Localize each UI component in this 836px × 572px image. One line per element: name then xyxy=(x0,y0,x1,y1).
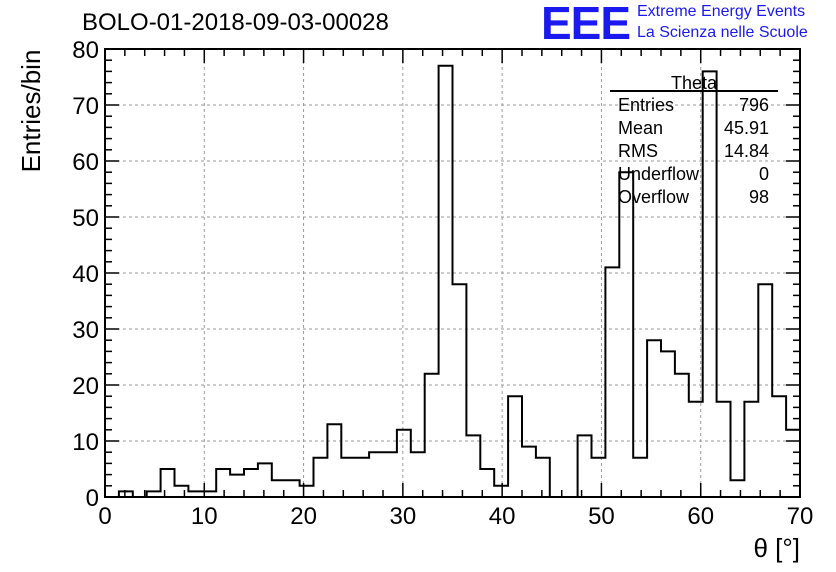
histogram-outline xyxy=(105,64,801,498)
tick-labels: 0 10 20 30 40 50 60 70 0 10 20 30 40 50 60 70 80 xyxy=(72,37,813,530)
x-tick-label: 0 xyxy=(98,503,111,530)
x-tick-label: 30 xyxy=(390,503,417,530)
histogram-title: BOLO-01-2018-09-03-00028 xyxy=(82,9,389,36)
stats-row-value: 14.84 xyxy=(724,141,769,161)
stats-row-label: Underflow xyxy=(618,164,700,184)
logo-line-2: La Scienza nelle Scuole xyxy=(637,24,808,41)
x-tick-label: 10 xyxy=(191,503,218,530)
stats-row-label: RMS xyxy=(618,141,658,161)
stats-row-label: Mean xyxy=(618,118,663,138)
y-tick-label: 10 xyxy=(72,429,99,456)
stats-row-value: 796 xyxy=(739,95,769,115)
y-axis-label: Entries/bin xyxy=(16,50,46,173)
logo-line-1: Extreme Energy Events xyxy=(637,3,806,20)
y-tick-label: 0 xyxy=(86,485,99,512)
eee-logo: EEE xyxy=(541,0,631,49)
y-tick-label: 40 xyxy=(72,261,99,288)
x-tick-label: 60 xyxy=(687,503,714,530)
stats-row-value: 0 xyxy=(759,164,769,184)
y-tick-label: 20 xyxy=(72,373,99,400)
y-tick-label: 70 xyxy=(72,93,99,120)
x-tick-label: 20 xyxy=(290,503,317,530)
axis-ticks xyxy=(104,48,801,498)
x-axis-label: θ [°] xyxy=(753,533,800,563)
grid-layer xyxy=(105,49,800,497)
stats-title: Theta xyxy=(671,73,718,93)
y-tick-label: 80 xyxy=(72,37,99,64)
y-tick-label: 60 xyxy=(72,149,99,176)
x-tick-label: 70 xyxy=(787,503,814,530)
x-tick-label: 40 xyxy=(489,503,516,530)
stats-row-value: 45.91 xyxy=(724,118,769,138)
y-tick-label: 30 xyxy=(72,317,99,344)
x-tick-label: 50 xyxy=(588,503,615,530)
stats-row-label: Entries xyxy=(618,95,674,115)
y-tick-label: 50 xyxy=(72,205,99,232)
stats-row-value: 98 xyxy=(749,187,769,207)
stats-row-label: Overflow xyxy=(618,187,690,207)
